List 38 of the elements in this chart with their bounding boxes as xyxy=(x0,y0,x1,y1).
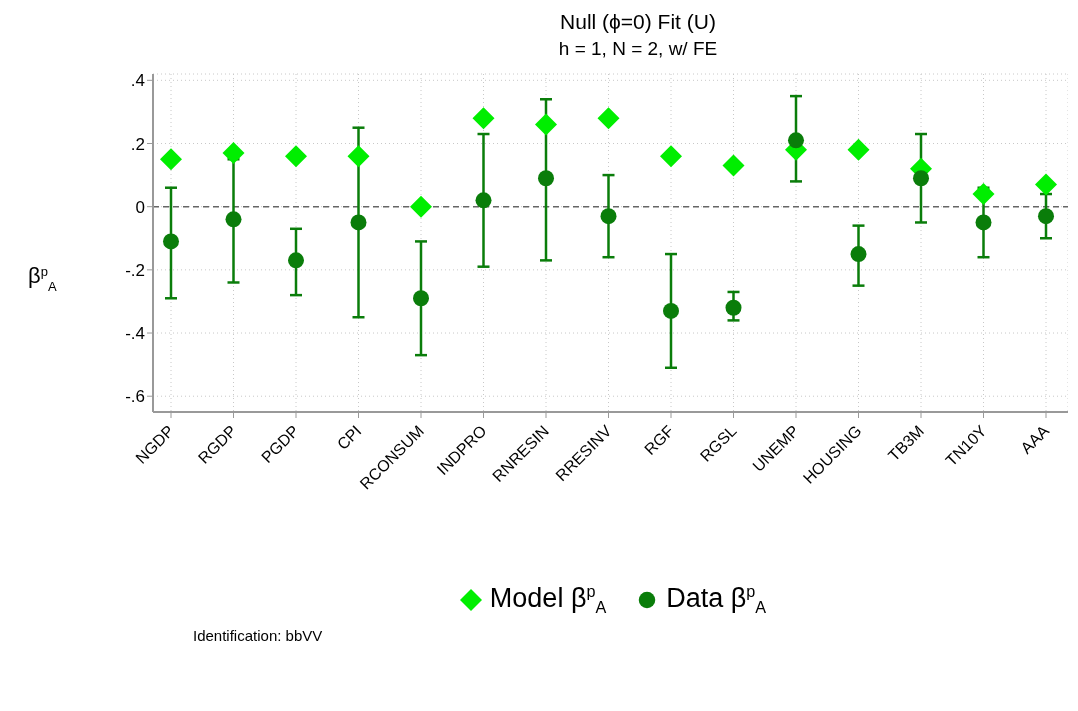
point xyxy=(722,154,745,177)
point xyxy=(663,302,679,319)
point xyxy=(413,290,429,307)
point xyxy=(1035,173,1057,196)
point xyxy=(975,214,992,231)
point xyxy=(1038,208,1054,225)
text: Identification: bbVV xyxy=(193,627,323,645)
point xyxy=(410,195,432,218)
point xyxy=(600,208,617,225)
point xyxy=(350,214,367,231)
point xyxy=(538,170,554,187)
x-tick-label: CPI xyxy=(333,422,365,453)
point xyxy=(788,132,804,149)
point xyxy=(225,211,242,228)
point xyxy=(288,252,304,269)
y-tick-label: -.2 xyxy=(125,260,145,280)
chart-subtitle: h = 1, N = 2, w/ FE xyxy=(558,38,718,59)
y-tick-label: -.6 xyxy=(125,387,145,407)
point xyxy=(163,233,179,250)
y-tick-label: .2 xyxy=(130,134,145,154)
y-tick-label: .4 xyxy=(130,71,145,91)
point xyxy=(847,138,870,161)
point xyxy=(725,299,742,316)
chart-title: Null (ϕ=0) Fit (U) xyxy=(560,10,716,33)
point xyxy=(850,246,867,263)
point xyxy=(535,113,557,136)
y-tick-label: -.4 xyxy=(125,324,145,344)
point xyxy=(285,145,307,168)
point xyxy=(475,192,492,209)
point xyxy=(913,170,929,187)
point xyxy=(222,141,245,164)
point xyxy=(972,183,995,206)
point xyxy=(597,107,620,130)
point xyxy=(347,145,370,168)
point xyxy=(160,148,182,171)
point xyxy=(472,107,495,130)
point xyxy=(660,145,682,168)
y-tick-label: 0 xyxy=(135,197,145,217)
